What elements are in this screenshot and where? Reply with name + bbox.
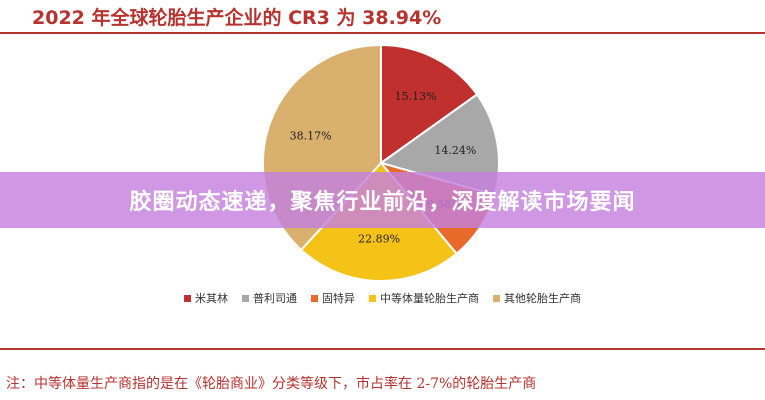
legend-swatch [242,294,249,302]
legend-item-2: 普利司通 [242,290,297,306]
pie-slice-1 [380,43,479,165]
legend-swatch [311,294,318,302]
legend-item-4: 中等体量轮胎生产商 [369,290,479,306]
legend-item-1: 米其林 [184,290,228,306]
pie-slice-label-2: 14.24% [434,144,476,157]
legend-label: 米其林 [195,292,228,305]
chart-legend: 米其林 普利司通 固特异 中等体量轮胎生产商 其他轮胎生产商 [0,290,765,306]
legend-item-3: 固特异 [311,290,355,306]
legend-swatch [493,294,500,302]
legend-swatch [369,294,376,302]
footnote: 注：中等体量生产商指的是在《轮胎商业》分类等级下，市占率在 2-7%的轮胎生产商 [6,376,537,392]
legend-label: 固特异 [322,292,355,305]
pie-slice-label-5: 38.17% [290,130,332,143]
legend-item-5: 其他轮胎生产商 [493,290,581,306]
legend-label: 其他轮胎生产商 [504,292,581,305]
legend-label: 中等体量轮胎生产商 [380,292,479,305]
banner-overlay: 胶圈动态速递，聚焦行业前沿，深度解读市场要闻 [0,172,765,228]
title-divider [0,32,765,34]
banner-text: 胶圈动态速递，聚焦行业前沿，深度解读市场要闻 [129,190,636,215]
legend-swatch [184,294,191,302]
legend-label: 普利司通 [253,292,297,305]
pie-slice-label-4: 22.89% [358,232,400,245]
pie-slice-label-1: 15.13% [395,90,437,103]
footer-divider [0,348,765,350]
pie-chart: 15.13%14.24%9.58%22.89%38.17% [262,43,500,282]
chart-title: 2022 年全球轮胎生产企业的 CR3 为 38.94% [32,7,442,29]
